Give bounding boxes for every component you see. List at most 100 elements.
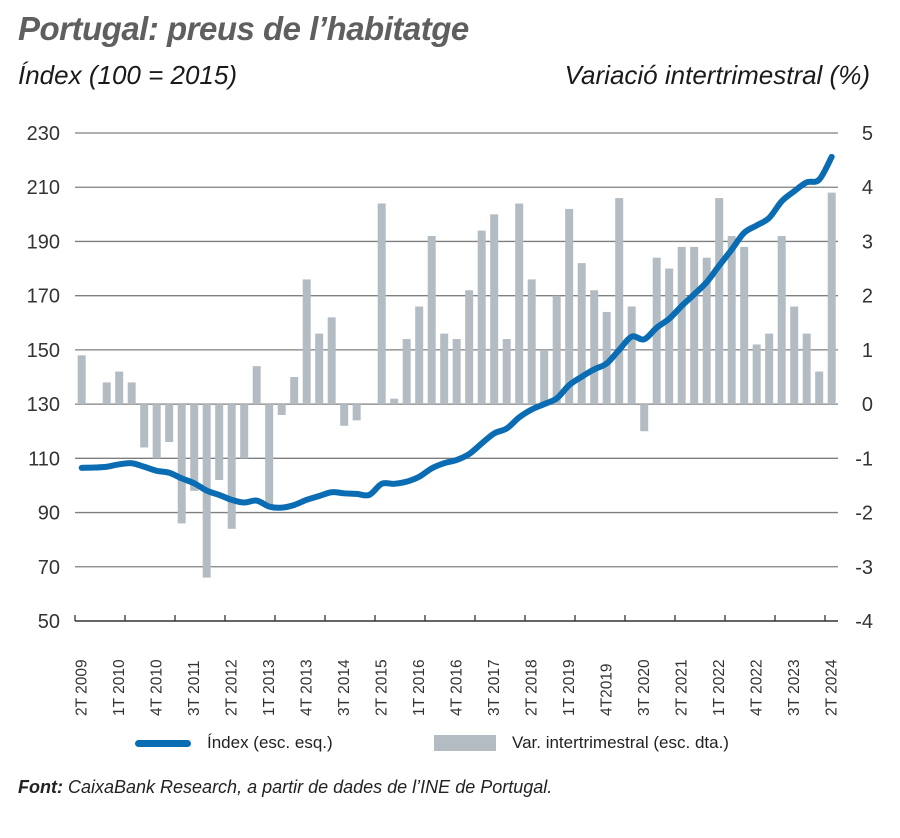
bar (640, 404, 649, 432)
bar (340, 404, 349, 426)
y-left-tick-label: 150 (27, 340, 60, 362)
bar (252, 366, 261, 405)
bar (740, 246, 749, 405)
y-left-tick-label: 90 (38, 503, 60, 525)
y-left-tick-label: 190 (27, 231, 60, 253)
bar (377, 203, 386, 405)
bar (802, 333, 811, 405)
y-left-tick-label: 230 (27, 123, 60, 145)
bar-series (77, 192, 836, 578)
bar (527, 279, 536, 405)
bar (127, 382, 136, 405)
x-tick-label: 2T 2021 (674, 659, 691, 716)
y-left-tick-label: 70 (38, 557, 60, 579)
x-tick-label: 2T 2009 (74, 659, 91, 716)
legend-item-variation: Var. intertrimestral (esc. dta.) (434, 733, 729, 753)
y-right-tick-label: -4 (855, 611, 873, 633)
legend-label-index: Índex (esc. esq.) (207, 733, 333, 752)
index-line (78, 153, 835, 511)
x-axis (74, 615, 838, 622)
legend-label-variation: Var. intertrimestral (esc. dta.) (512, 733, 729, 752)
x-tick-label: 4T 2013 (299, 659, 316, 716)
bar (752, 344, 761, 405)
bar (240, 404, 249, 459)
x-tick-label: 4T2019 (599, 663, 616, 716)
bar (702, 257, 711, 405)
left-axis-title: Índex (100 = 2015) (18, 60, 237, 90)
bar (552, 295, 561, 405)
bar (615, 198, 624, 405)
y-right-tick-label: 3 (862, 231, 873, 253)
bar (390, 398, 399, 405)
source-note: Font: CaixaBank Research, a partir de da… (18, 777, 552, 798)
x-tick-label: 3T 2011 (186, 661, 203, 716)
bar (827, 192, 836, 405)
right-axis-title: Variació intertrimestral (%) (564, 60, 870, 90)
bar (315, 333, 324, 405)
x-tick-label: 1T 2022 (711, 659, 728, 716)
bar (452, 339, 461, 405)
y-right-tick-label: 0 (862, 394, 873, 416)
x-axis-labels: 2T 2009 1T 2010 4T 2010 3T 2011 2T 2012 1T 20… (74, 659, 841, 716)
x-tick-label: 3T 2023 (786, 659, 803, 716)
bar (190, 404, 199, 491)
bar (515, 203, 524, 405)
x-tick-label: 1T 2010 (111, 659, 128, 716)
bar (540, 349, 549, 405)
bar (477, 230, 486, 405)
source-label: Font: (18, 777, 63, 797)
x-tick-label: 2T 2018 (524, 659, 541, 716)
y-left-tick-label: 210 (27, 177, 60, 199)
bar (427, 236, 436, 405)
bar (465, 290, 474, 405)
bar (577, 263, 586, 405)
x-tick-label: 3T 2014 (336, 659, 353, 716)
legend-item-index: Índex (esc. esq.) (135, 733, 333, 753)
bar (77, 355, 86, 405)
x-tick-label: 2T 2015 (374, 659, 391, 716)
legend-bar-swatch (434, 735, 496, 751)
bar (765, 333, 774, 405)
bar (290, 377, 299, 405)
bar (265, 404, 274, 508)
bar (352, 404, 361, 421)
x-tick-label: 3T 2017 (486, 659, 503, 716)
x-tick-label: 2T 2012 (224, 659, 241, 716)
bar (677, 246, 686, 405)
bar (627, 306, 636, 405)
bar (402, 339, 411, 405)
y-left-tick-label: 130 (27, 394, 60, 416)
y-right-tick-label: -1 (855, 448, 873, 470)
chart-title: Portugal: preus de l’habitatge (18, 10, 469, 47)
x-tick-label: 3T 2020 (636, 659, 653, 716)
bar (502, 339, 511, 405)
y-right-tick-label: 5 (862, 123, 873, 145)
bar (777, 236, 786, 405)
x-tick-label: 1T 2016 (411, 659, 428, 716)
bar (690, 246, 699, 405)
bar (115, 371, 124, 405)
legend-line-swatch (135, 739, 191, 747)
x-tick-label: 4T 2022 (749, 659, 766, 716)
bar (815, 371, 824, 405)
bar (327, 317, 336, 405)
y-left-tick-label: 110 (28, 448, 60, 470)
bar (165, 404, 174, 443)
bar (602, 311, 611, 405)
bar (102, 382, 111, 405)
y-right-tick-label: 4 (862, 177, 873, 199)
x-tick-label: 4T 2016 (449, 659, 466, 716)
x-tick-label: 2T 2024 (824, 659, 841, 716)
y-right-tick-label: 1 (862, 340, 873, 362)
left-y-axis-labels: 50 70 90 110 130 150 170 190 210 230 (27, 123, 60, 633)
bar (727, 236, 736, 405)
bar (665, 268, 674, 405)
y-left-tick-label: 50 (38, 611, 60, 633)
bar (215, 404, 224, 481)
bar (590, 290, 599, 405)
bar (227, 404, 236, 529)
line-series (78, 153, 835, 511)
x-tick-label: 1T 2019 (561, 659, 578, 716)
y-right-tick-label: 2 (862, 286, 873, 308)
